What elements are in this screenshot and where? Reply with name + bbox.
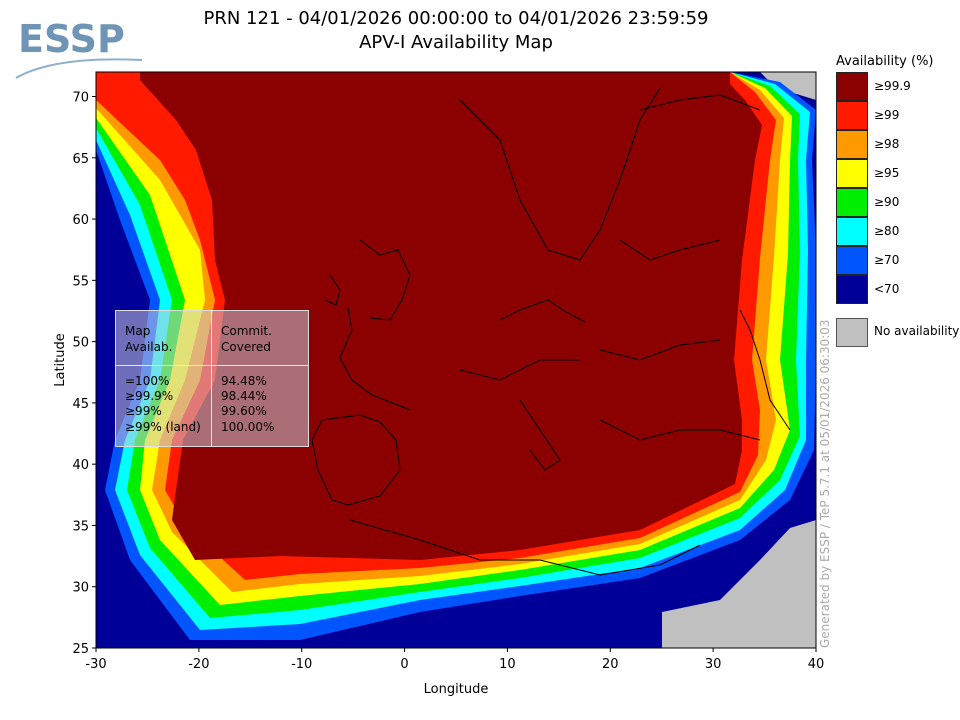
stats-row-covered: 94.48% [221,374,267,388]
stats-row-covered: 99.60% [221,404,267,418]
y-axis-ticks: 25 30 35 40 45 50 55 60 65 70 [72,91,96,657]
legend-swatch [836,159,868,188]
x-tick-label: 10 [499,657,516,672]
y-tick-label: 45 [72,397,89,412]
stats-header-map: Map [125,324,151,338]
legend-swatch [836,275,868,304]
x-tick-label: 0 [400,657,408,672]
legend-swatch [836,72,868,101]
stats-row-level: ≥99% (land) [125,420,201,434]
stats-row-covered: 98.44% [221,389,267,403]
y-axis-label: Latitude [53,333,68,387]
stats-row-level: ≥99.9% [125,389,174,403]
legend-label: ≥98 [874,137,900,151]
x-axis-ticks: -30 -20 -10 0 10 20 30 40 [85,648,824,672]
legend-swatch [836,217,868,246]
legend-title: Availability (%) [836,54,934,69]
stats-header-commit: Commit. [221,324,272,338]
stats-header-availab: Availab. [125,340,173,354]
chart-title-line2: APV-I Availability Map [359,32,553,53]
legend-label: ≥90 [874,195,900,209]
legend-label: <70 [874,282,900,296]
x-tick-label: 30 [705,657,722,672]
x-tick-label: -30 [85,657,106,672]
y-tick-label: 25 [72,642,89,657]
legend-label: ≥99 [874,108,900,122]
y-tick-label: 70 [72,91,89,106]
stats-header-covered: Covered [221,340,271,354]
x-tick-label: 40 [808,657,825,672]
x-tick-label: -20 [188,657,209,672]
legend-label: ≥70 [874,253,900,267]
coverage-stats-table: Map Availab. Commit. Covered =100% 94.48… [115,310,309,447]
y-tick-label: 55 [72,274,89,289]
legend-label: ≥95 [874,166,900,180]
stats-row-level: ≥99% [125,404,162,418]
no-availability-northeast [760,72,816,100]
x-tick-label: -10 [291,657,312,672]
chart-title-line1: PRN 121 - 04/01/2026 00:00:00 to 04/01/2… [203,8,709,29]
svg-text:ESSP: ESSP [18,17,125,61]
y-tick-label: 40 [72,458,89,473]
legend-swatch [836,101,868,130]
legend-swatch [836,130,868,159]
legend-label: ≥80 [874,224,900,238]
x-axis-label: Longitude [424,682,489,697]
y-tick-label: 35 [72,519,89,534]
stats-row-level: =100% [125,374,170,388]
essp-logo: ESSP [15,17,143,79]
x-tick-label: 20 [602,657,619,672]
legend-swatch-no-availability [836,318,868,347]
no-availability-southeast [662,520,816,648]
y-tick-label: 60 [72,213,89,228]
y-tick-label: 50 [72,336,89,351]
plot-frame [95,71,817,649]
stats-row-covered: 100.00% [221,420,275,434]
coastlines [311,87,791,576]
y-tick-label: 30 [72,581,89,596]
legend-swatch [836,246,868,275]
legend-swatch [836,188,868,217]
legend-label: ≥99.9 [874,79,911,93]
legend-label-no-availability: No availability [874,324,960,338]
generated-credit: Generated by ESSP / TeP 5.7.1 at 05/01/2… [818,319,832,648]
y-tick-label: 65 [72,152,89,167]
